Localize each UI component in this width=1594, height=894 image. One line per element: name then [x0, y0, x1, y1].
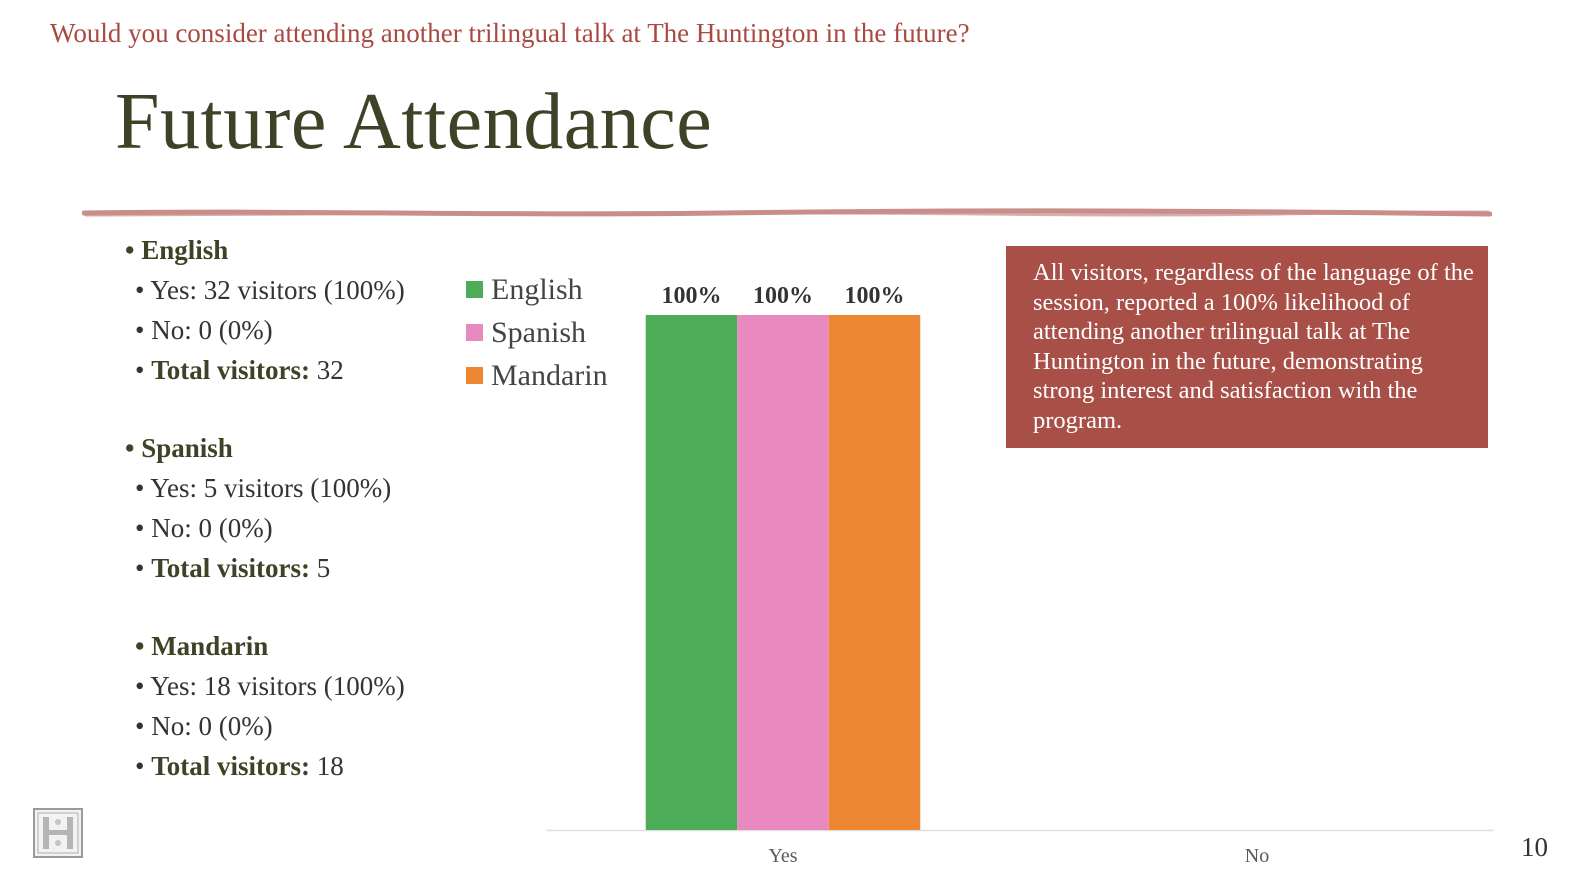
question-text: Would you consider attending another tri…: [50, 18, 970, 48]
stats-yes-text: Yes: 5 visitors (100%): [150, 473, 392, 503]
bar-english-yes: [645, 315, 738, 830]
stats-heading: • Spanish: [125, 433, 233, 463]
stats-yes-text: Yes: 32 visitors (100%): [150, 275, 405, 305]
divider-line: [82, 208, 1492, 217]
stats-group-mandarin: • Mandarin • Yes: 18 visitors (100%) • N…: [125, 626, 455, 786]
legend-swatch: [466, 281, 483, 298]
x-tick-label: No: [1245, 845, 1269, 867]
bar-data-label: 100%: [662, 283, 722, 309]
legend-item-spanish: Spanish: [466, 311, 608, 354]
bar-data-label: 100%: [753, 283, 813, 309]
stats-no: • No: 0 (0%): [135, 711, 273, 741]
legend-label: Mandarin: [491, 358, 608, 392]
stats-total-value: 32: [309, 355, 344, 385]
stats-language: Spanish: [141, 433, 233, 463]
stats-no: • No: 0 (0%): [135, 315, 273, 345]
legend-item-english: English: [466, 268, 608, 311]
stats-language: English: [141, 235, 229, 265]
stats-total-value: 18: [309, 751, 344, 781]
stats-total-label: Total visitors:: [151, 355, 310, 385]
bar-data-label: 100%: [845, 283, 905, 309]
stats-list: • English • Yes: 32 visitors (100%) • No…: [125, 230, 455, 824]
stats-no-text: No: 0 (0%): [151, 315, 273, 345]
stats-heading: • English: [125, 235, 229, 265]
stats-total-label: Total visitors:: [151, 553, 310, 583]
legend-label: English: [491, 272, 583, 306]
stats-no: • No: 0 (0%): [135, 513, 273, 543]
huntington-logo: [33, 808, 83, 858]
legend-swatch: [466, 324, 483, 341]
x-tick-label: Yes: [768, 845, 797, 867]
summary-callout: All visitors, regardless of the language…: [1006, 246, 1488, 448]
stats-yes: • Yes: 5 visitors (100%): [135, 473, 392, 503]
slide-title: Future Attendance: [115, 78, 713, 166]
legend-item-mandarin: Mandarin: [466, 354, 608, 397]
stats-group-english: • English • Yes: 32 visitors (100%) • No…: [125, 230, 455, 390]
stats-no-text: No: 0 (0%): [151, 711, 273, 741]
stats-language: Mandarin: [151, 631, 269, 661]
stats-total: • Total visitors: 32: [135, 355, 344, 385]
stats-total: • Total visitors: 18: [135, 751, 344, 781]
stats-group-spanish: • Spanish • Yes: 5 visitors (100%) • No:…: [125, 428, 455, 588]
stats-total-value: 5: [309, 553, 331, 583]
stats-yes: • Yes: 18 visitors (100%): [135, 671, 405, 701]
chart-legend: English Spanish Mandarin: [466, 268, 608, 397]
stats-total: • Total visitors: 5: [135, 553, 331, 583]
legend-swatch: [466, 367, 483, 384]
stats-heading: • Mandarin: [135, 631, 269, 661]
stats-yes: • Yes: 32 visitors (100%): [135, 275, 405, 305]
stats-no-text: No: 0 (0%): [151, 513, 273, 543]
bar-mandarin-yes: [828, 315, 921, 830]
bar-spanish-yes: [737, 315, 829, 830]
stats-total-label: Total visitors:: [151, 751, 310, 781]
page-number: 10: [1521, 832, 1548, 862]
legend-label: Spanish: [491, 315, 587, 349]
stats-yes-text: Yes: 18 visitors (100%): [150, 671, 405, 701]
